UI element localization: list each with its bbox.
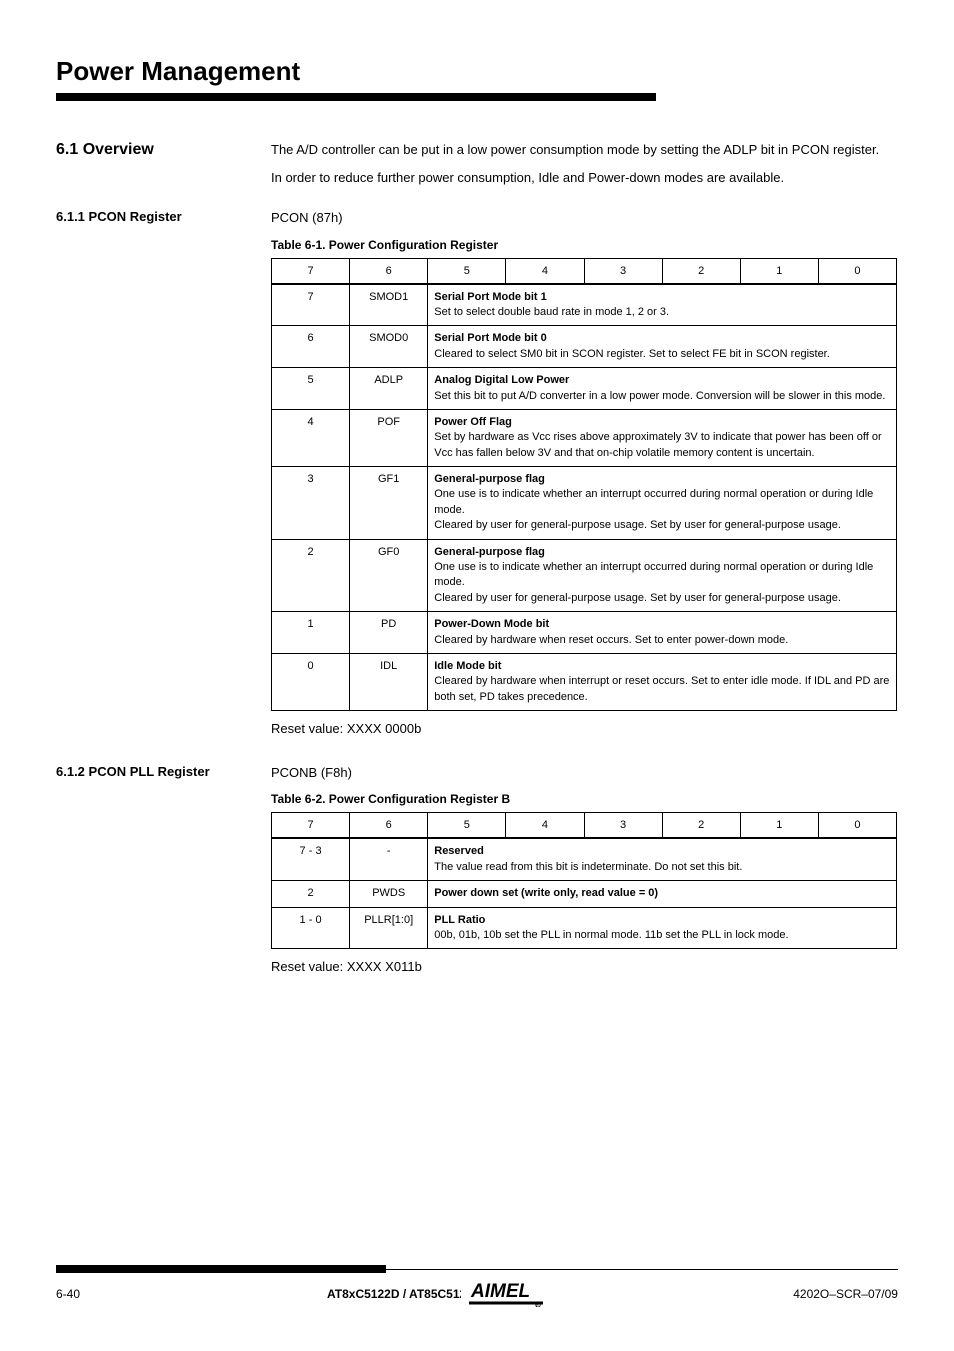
bit-mnemonic: PLLR[1:0] <box>350 907 428 949</box>
pcon-hbit-5: 5 <box>428 258 506 284</box>
bit-mnemonic: GF1 <box>350 467 428 540</box>
bit-number: 7 - 3 <box>272 838 350 880</box>
footer-rule-thick <box>56 1265 386 1273</box>
pconb-hbit-5: 5 <box>428 813 506 839</box>
bit-mnemonic: IDL <box>350 653 428 710</box>
bit-number: 5 <box>272 368 350 410</box>
footer-rule: AIMEL R <box>56 1265 898 1273</box>
pconb-table-block: Table 6-2. Power Configuration Register … <box>271 792 898 974</box>
pcon-hbit-4: 4 <box>506 258 584 284</box>
bit-mnemonic: ADLP <box>350 368 428 410</box>
table-row: 7 - 3-ReservedThe value read from this b… <box>272 838 897 880</box>
bit-description: Analog Digital Low PowerSet this bit to … <box>428 368 897 410</box>
bit-mnemonic: GF0 <box>350 539 428 612</box>
bit-number: 0 <box>272 653 350 710</box>
bit-mnemonic: POF <box>350 409 428 466</box>
pconb-hbit-3: 3 <box>584 813 662 839</box>
table-row: 3GF1General-purpose flagOne use is to in… <box>272 467 897 540</box>
overview-p2: In order to reduce further power consump… <box>271 169 898 187</box>
pconb-hbit-7: 7 <box>272 813 350 839</box>
footer-page: 6-40 <box>56 1287 80 1301</box>
table-row: 1PDPower-Down Mode bitCleared by hardwar… <box>272 612 897 654</box>
pcon-table: 7 6 5 4 3 2 1 0 7SMOD1Serial Port Mode b… <box>271 258 897 712</box>
pcon-table-block: Table 6-1. Power Configuration Register … <box>271 238 898 737</box>
table-row: 2GF0General-purpose flagOne use is to in… <box>272 539 897 612</box>
pconb-table-caption: Table 6-2. Power Configuration Register … <box>271 792 898 806</box>
bit-description: Power Off FlagSet by hardware as Vcc ris… <box>428 409 897 466</box>
bit-number: 6 <box>272 326 350 368</box>
pconb-hbit-1: 1 <box>740 813 818 839</box>
table-row: 5ADLPAnalog Digital Low PowerSet this bi… <box>272 368 897 410</box>
bit-description: General-purpose flagOne use is to indica… <box>428 467 897 540</box>
table-row: 6SMOD0Serial Port Mode bit 0Cleared to s… <box>272 326 897 368</box>
footer-rule-thin <box>386 1269 898 1270</box>
bit-number: 7 <box>272 284 350 326</box>
bit-description: Power down set (write only, read value =… <box>428 881 897 907</box>
chapter-rule <box>56 93 656 101</box>
pconb-tbody: 7 - 3-ReservedThe value read from this b… <box>272 838 897 948</box>
atmel-logo-svg: AIMEL R <box>467 1275 545 1307</box>
bit-number: 2 <box>272 881 350 907</box>
table-row: 0IDLIdle Mode bitCleared by hardware whe… <box>272 653 897 710</box>
pcon-hbit-0: 0 <box>818 258 896 284</box>
pconb-hbit-2: 2 <box>662 813 740 839</box>
bit-number: 4 <box>272 409 350 466</box>
pconb-header-row: 7 6 5 4 3 2 1 0 <box>272 813 897 839</box>
overview-heading: 6.1 Overview <box>56 141 271 187</box>
bit-number: 1 <box>272 612 350 654</box>
table-row: 4POFPower Off FlagSet by hardware as Vcc… <box>272 409 897 466</box>
bit-description: Serial Port Mode bit 0Cleared to select … <box>428 326 897 368</box>
bit-mnemonic: - <box>350 838 428 880</box>
table-row: 1 - 0PLLR[1:0]PLL Ratio00b, 01b, 10b set… <box>272 907 897 949</box>
footer-doc-id: 4202O–SCR–07/09 <box>793 1287 898 1301</box>
bit-number: 1 - 0 <box>272 907 350 949</box>
table-row: 2PWDSPower down set (write only, read va… <box>272 881 897 907</box>
bit-description: Idle Mode bitCleared by hardware when in… <box>428 653 897 710</box>
pcon-header-row: 7 6 5 4 3 2 1 0 <box>272 258 897 284</box>
pcon-hbit-3: 3 <box>584 258 662 284</box>
bit-description: Power-Down Mode bitCleared by hardware w… <box>428 612 897 654</box>
chapter-title: Power Management <box>56 56 898 87</box>
bit-description: ReservedThe value read from this bit is … <box>428 838 897 880</box>
svg-text:AIMEL: AIMEL <box>470 1281 530 1302</box>
footer: AIMEL R 6-40 AT8xC5122D / AT85C5122 / AT… <box>56 1265 898 1301</box>
pcon-subsection: 6.1.1 PCON Register PCON (87h) <box>56 209 898 227</box>
page: Power Management 6.1 Overview The A/D co… <box>0 0 954 1351</box>
pcon-heading: 6.1.1 PCON Register <box>56 209 271 227</box>
pconb-hbit-4: 4 <box>506 813 584 839</box>
pconb-reset: Reset value: XXXX X011b <box>271 959 898 974</box>
pconb-hbit-0: 0 <box>818 813 896 839</box>
pconb-heading: 6.1.2 PCON PLL Register <box>56 764 271 782</box>
pcon-addr: PCON (87h) <box>271 209 898 227</box>
bit-description: General-purpose flagOne use is to indica… <box>428 539 897 612</box>
pcon-hbit-7: 7 <box>272 258 350 284</box>
bit-description: PLL Ratio00b, 01b, 10b set the PLL in no… <box>428 907 897 949</box>
pcon-tbody: 7SMOD1Serial Port Mode bit 1Set to selec… <box>272 284 897 711</box>
table-row: 7SMOD1Serial Port Mode bit 1Set to selec… <box>272 284 897 326</box>
pcon-hbit-1: 1 <box>740 258 818 284</box>
overview-p1: The A/D controller can be put in a low p… <box>271 141 898 159</box>
pcon-table-caption: Table 6-1. Power Configuration Register <box>271 238 898 252</box>
chapter-header: Power Management <box>56 56 898 101</box>
atmel-logo: AIMEL R <box>461 1275 551 1307</box>
bit-number: 2 <box>272 539 350 612</box>
pcon-reset: Reset value: XXXX 0000b <box>271 721 898 736</box>
pcon-hbit-2: 2 <box>662 258 740 284</box>
bit-number: 3 <box>272 467 350 540</box>
bit-mnemonic: SMOD1 <box>350 284 428 326</box>
overview-body: The A/D controller can be put in a low p… <box>271 141 898 187</box>
bit-mnemonic: SMOD0 <box>350 326 428 368</box>
overview-section: 6.1 Overview The A/D controller can be p… <box>56 141 898 187</box>
bit-mnemonic: PWDS <box>350 881 428 907</box>
pconb-addr: PCONB (F8h) <box>271 764 898 782</box>
pcon-hbit-6: 6 <box>350 258 428 284</box>
pconb-hbit-6: 6 <box>350 813 428 839</box>
pconb-subsection: 6.1.2 PCON PLL Register PCONB (F8h) <box>56 764 898 782</box>
bit-mnemonic: PD <box>350 612 428 654</box>
pconb-table: 7 6 5 4 3 2 1 0 7 - 3-ReservedThe value … <box>271 812 897 949</box>
bit-description: Serial Port Mode bit 1Set to select doub… <box>428 284 897 326</box>
